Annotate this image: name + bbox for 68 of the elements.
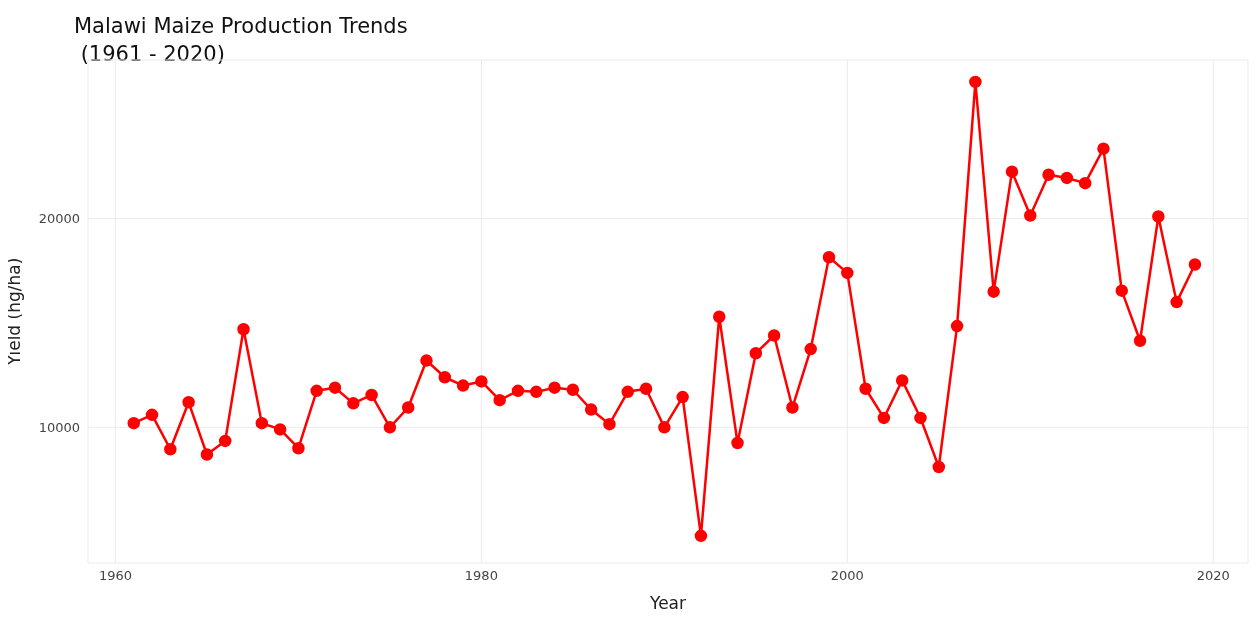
point — [383, 421, 397, 434]
y-tick-label: 20000 — [38, 211, 80, 227]
point — [273, 423, 287, 436]
point — [1024, 209, 1037, 222]
point — [255, 416, 269, 430]
point — [1005, 165, 1019, 178]
point — [566, 383, 580, 397]
point — [292, 441, 305, 455]
x-tick-label: 1960 — [98, 568, 132, 584]
point — [694, 529, 708, 543]
point — [420, 354, 433, 367]
point — [237, 322, 250, 336]
point — [712, 310, 726, 323]
point — [438, 371, 452, 384]
point — [859, 382, 872, 395]
point — [969, 75, 982, 89]
point — [218, 434, 232, 448]
y-axis-title: Yield (hg/ha) — [4, 257, 25, 367]
x-tick-label: 2000 — [830, 568, 864, 584]
point — [749, 346, 763, 360]
point — [182, 396, 195, 409]
point — [1152, 210, 1165, 223]
point — [1060, 171, 1074, 185]
point — [1078, 176, 1092, 190]
point — [1133, 334, 1147, 347]
point — [127, 416, 140, 430]
point — [987, 285, 1000, 298]
point — [310, 384, 323, 398]
point — [475, 375, 488, 388]
y-tick-label: 10000 — [38, 419, 80, 435]
point — [603, 417, 616, 431]
point — [1097, 142, 1110, 155]
point — [493, 393, 506, 407]
point — [584, 403, 598, 416]
point — [456, 379, 470, 392]
point — [639, 382, 653, 395]
point — [1170, 295, 1183, 309]
point — [804, 342, 817, 356]
point — [145, 408, 159, 422]
point — [731, 436, 744, 450]
point — [328, 381, 342, 394]
point — [164, 443, 177, 456]
point — [676, 390, 689, 404]
point — [548, 381, 561, 394]
point — [841, 266, 854, 280]
point — [895, 374, 909, 387]
point — [877, 411, 891, 425]
point — [200, 448, 214, 461]
x-axis-title: Year — [649, 593, 686, 613]
x-tick-label: 1980 — [464, 568, 498, 584]
x-tick-label: 2020 — [1196, 568, 1230, 584]
point — [511, 384, 525, 398]
point — [1042, 168, 1055, 182]
point — [932, 460, 946, 474]
point — [822, 250, 836, 264]
chart-title: Malawi Maize Production Trends (1961 - 2020) — [74, 13, 408, 68]
point — [365, 388, 378, 402]
point — [914, 411, 927, 425]
point — [767, 329, 781, 342]
point — [658, 421, 671, 434]
point — [621, 385, 634, 399]
point — [950, 319, 964, 333]
point — [1188, 258, 1202, 271]
point — [401, 401, 415, 414]
point — [1115, 284, 1128, 297]
point — [347, 397, 360, 410]
point — [530, 385, 543, 399]
point — [786, 401, 799, 414]
